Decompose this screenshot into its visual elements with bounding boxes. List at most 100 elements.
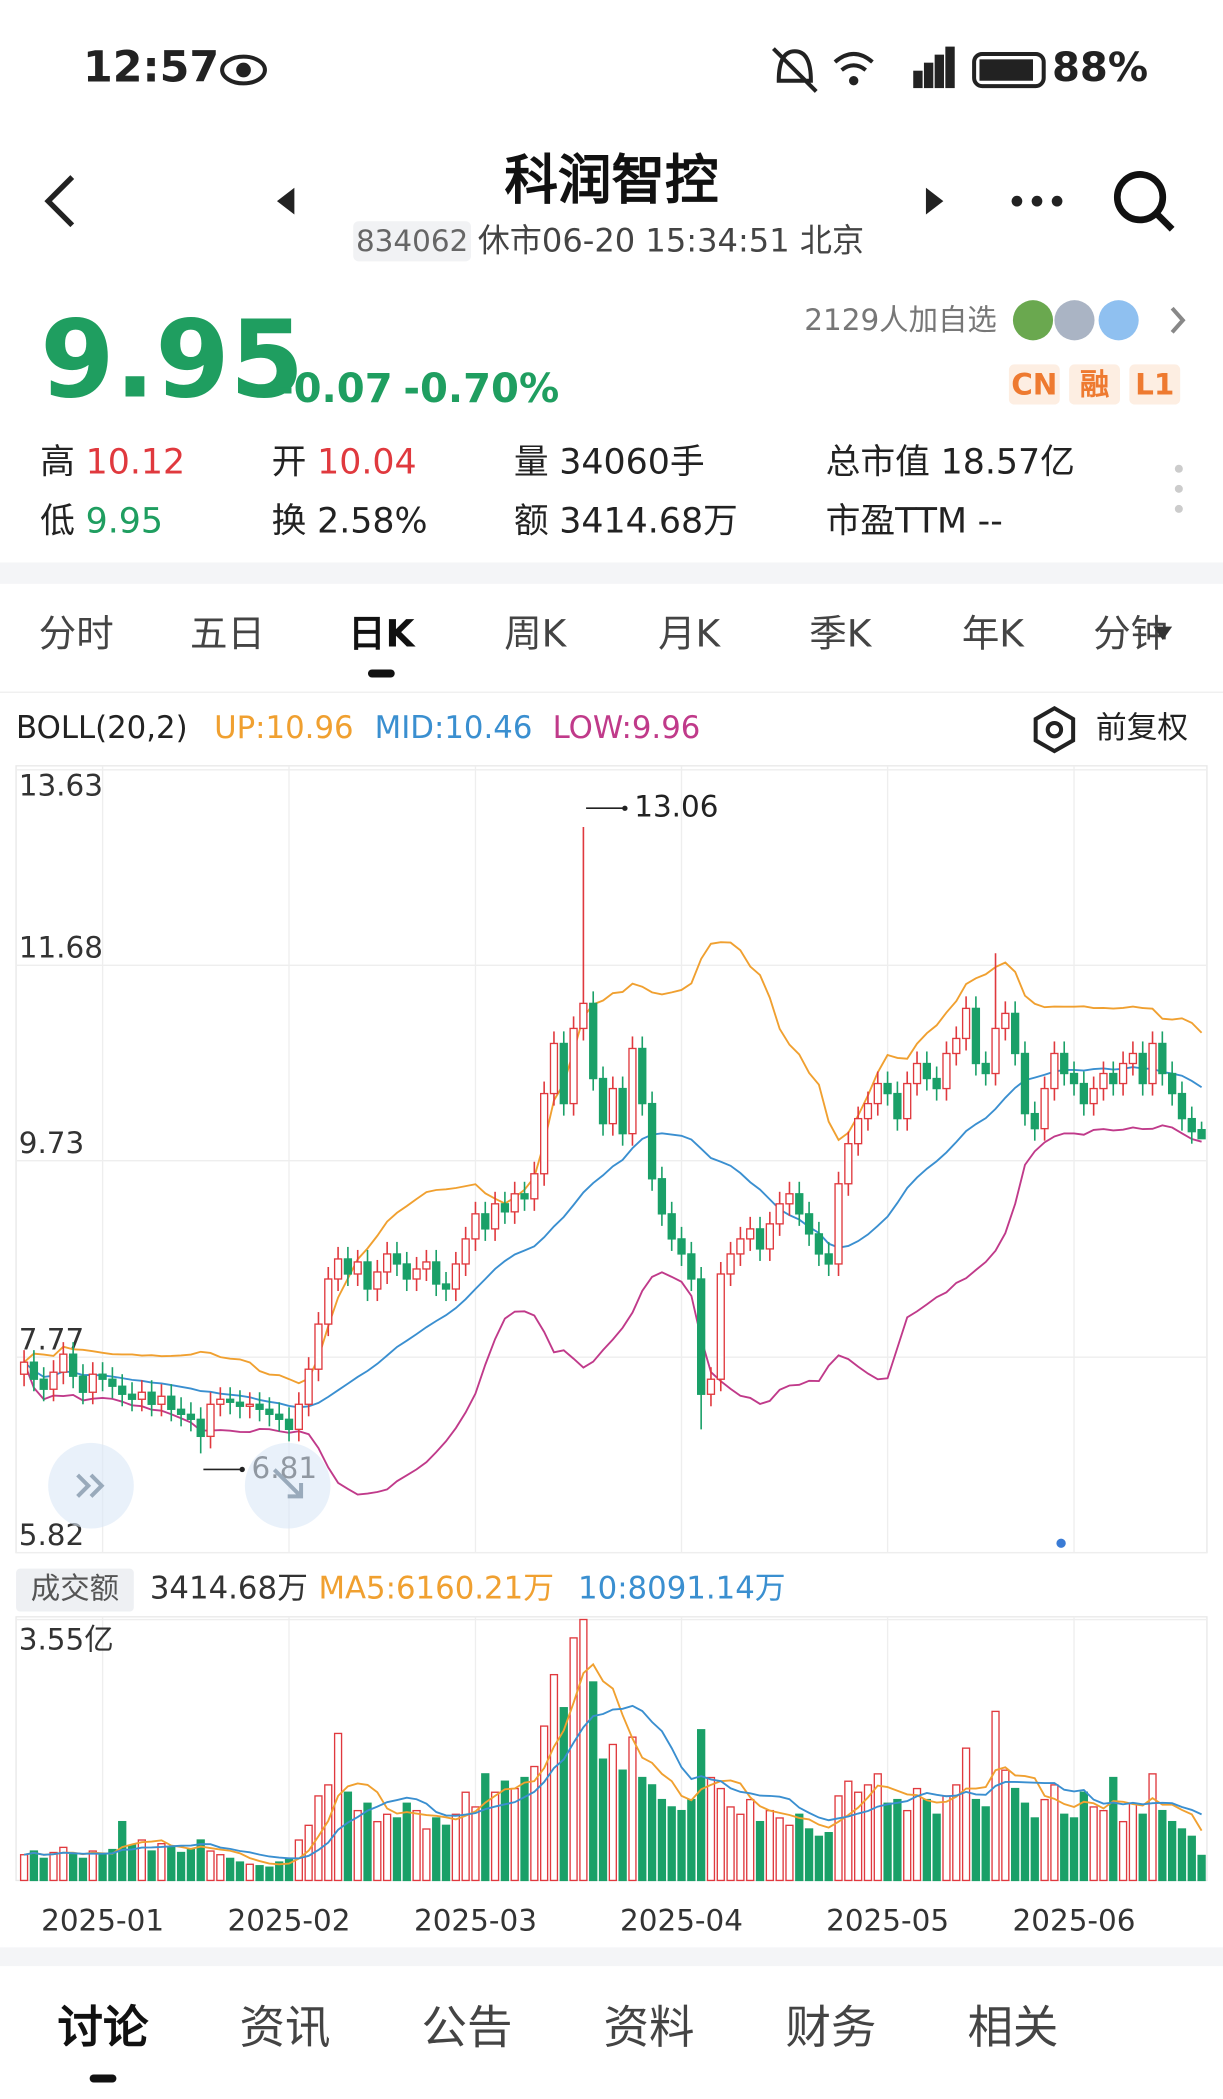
volume-bar — [942, 1795, 951, 1882]
dropdown-arrow[interactable] — [1153, 626, 1173, 641]
volume-bar — [383, 1813, 392, 1882]
bottom-tab[interactable]: 讨论 — [58, 2001, 149, 2054]
candle-body — [78, 1375, 88, 1393]
period-tab[interactable]: 周K — [504, 612, 567, 656]
candle-body — [304, 1368, 313, 1405]
floating-buttons[interactable] — [48, 1442, 1066, 1548]
candle-body — [775, 1203, 784, 1225]
volume-bar — [883, 1802, 892, 1882]
volume-bar — [49, 1851, 58, 1882]
adjust-mode[interactable]: 前复权 — [1096, 710, 1188, 746]
volume-bar — [19, 1854, 29, 1882]
volume-bar — [1011, 1787, 1020, 1882]
bottom-tab[interactable]: 资料 — [603, 2001, 694, 2054]
stats-more[interactable] — [1174, 464, 1183, 513]
bottom-tab[interactable]: 公告 — [422, 2001, 513, 2054]
next-stock[interactable] — [925, 187, 944, 215]
volume-bar — [39, 1857, 48, 1882]
stat: 高 10.12 — [40, 442, 185, 482]
volume-bar — [216, 1854, 225, 1882]
candle-body — [736, 1238, 745, 1255]
volume-bar — [196, 1839, 205, 1882]
legend-entry: 3414.68万 — [150, 1571, 308, 1607]
candle-body — [579, 1002, 588, 1030]
search-button[interactable] — [1113, 171, 1175, 232]
volume-bar — [854, 1791, 863, 1882]
volume-bar — [579, 1618, 588, 1882]
period-tabs: 分时 五日 日K 周K 月K 季K 年K 分钟 — [39, 612, 1168, 678]
annotation-dot — [622, 805, 628, 811]
volume-bar — [1030, 1817, 1039, 1882]
volume-bar — [88, 1850, 97, 1882]
volume-bar — [530, 1765, 539, 1882]
volume-bar — [589, 1681, 598, 1882]
y-tick-label: 3.55亿 — [19, 1622, 114, 1656]
volume-bar — [392, 1817, 402, 1882]
prev-stock[interactable] — [276, 187, 295, 215]
adjust-icon[interactable] — [1033, 705, 1076, 754]
battery: 88% — [1052, 45, 1148, 91]
period-tab[interactable]: 季K — [809, 612, 872, 656]
clock: 12:57 — [83, 43, 219, 93]
period-tab[interactable]: 年K — [962, 612, 1025, 656]
avatars[interactable] — [1012, 300, 1186, 341]
stat: 开 10.04 — [272, 442, 417, 482]
volume-bar — [265, 1866, 274, 1882]
more-button[interactable] — [1011, 195, 1063, 207]
period-tab[interactable]: 日K — [348, 612, 416, 656]
period-tab[interactable]: 五日 — [190, 612, 265, 656]
candle-body — [952, 1037, 961, 1055]
volume-bar — [1040, 1798, 1049, 1882]
volume-bar — [765, 1809, 774, 1882]
candle-body — [363, 1261, 372, 1290]
period-tab[interactable]: 月K — [658, 612, 721, 656]
volume-bar — [1148, 1773, 1157, 1882]
candle-body — [383, 1253, 392, 1273]
volume-bar — [598, 1758, 608, 1882]
candle-body — [647, 1102, 657, 1180]
candle-body — [716, 1273, 725, 1380]
separator — [0, 1947, 1223, 1967]
eye-icon — [220, 54, 267, 86]
candle-body — [1089, 1087, 1098, 1105]
volume-bar — [235, 1861, 245, 1882]
candle-body — [157, 1395, 166, 1405]
annotation: 13.06 — [634, 790, 718, 824]
candle-body — [755, 1228, 765, 1250]
candle-body — [961, 1007, 971, 1040]
candle-body — [167, 1395, 176, 1410]
period-tab[interactable]: 分时 — [39, 612, 114, 656]
x-tick-label: 2025-03 — [414, 1903, 537, 1937]
candle-body — [1069, 1072, 1079, 1085]
candle-body — [88, 1373, 97, 1393]
back-button[interactable] — [44, 175, 75, 228]
legend-entry: LOW:9.96 — [553, 710, 701, 746]
volume-bar — [716, 1787, 725, 1882]
bottom-tab[interactable]: 相关 — [967, 2001, 1058, 2054]
candle-body — [402, 1263, 411, 1280]
stat-value: -- — [978, 501, 1003, 541]
x-tick-label: 2025-01 — [41, 1903, 164, 1937]
candle-body — [324, 1278, 333, 1325]
volume-bar — [638, 1776, 647, 1882]
candle-body — [255, 1403, 264, 1410]
bottom-tab[interactable]: 财务 — [785, 2001, 876, 2054]
volume-bar — [186, 1848, 196, 1882]
candle-body — [520, 1193, 529, 1200]
candle-body — [863, 1102, 873, 1120]
volume-bar — [481, 1773, 490, 1882]
stat-label: 额 — [514, 501, 549, 541]
volume-bar — [687, 1798, 696, 1882]
volume-bar — [520, 1776, 529, 1882]
period-tab[interactable]: 分钟 — [1093, 612, 1168, 656]
candle-body — [971, 1007, 981, 1065]
indicator-name[interactable]: BOLL(20,2) — [16, 710, 188, 746]
candle-body — [687, 1253, 696, 1280]
candle-body — [991, 1027, 1000, 1075]
candle-body — [137, 1391, 146, 1400]
status-icons — [771, 46, 1046, 93]
bottom-tab[interactable]: 资讯 — [240, 2001, 331, 2054]
stat-value: 34060手 — [559, 442, 704, 482]
candle-body — [1197, 1128, 1206, 1140]
volume-bar — [814, 1835, 824, 1882]
